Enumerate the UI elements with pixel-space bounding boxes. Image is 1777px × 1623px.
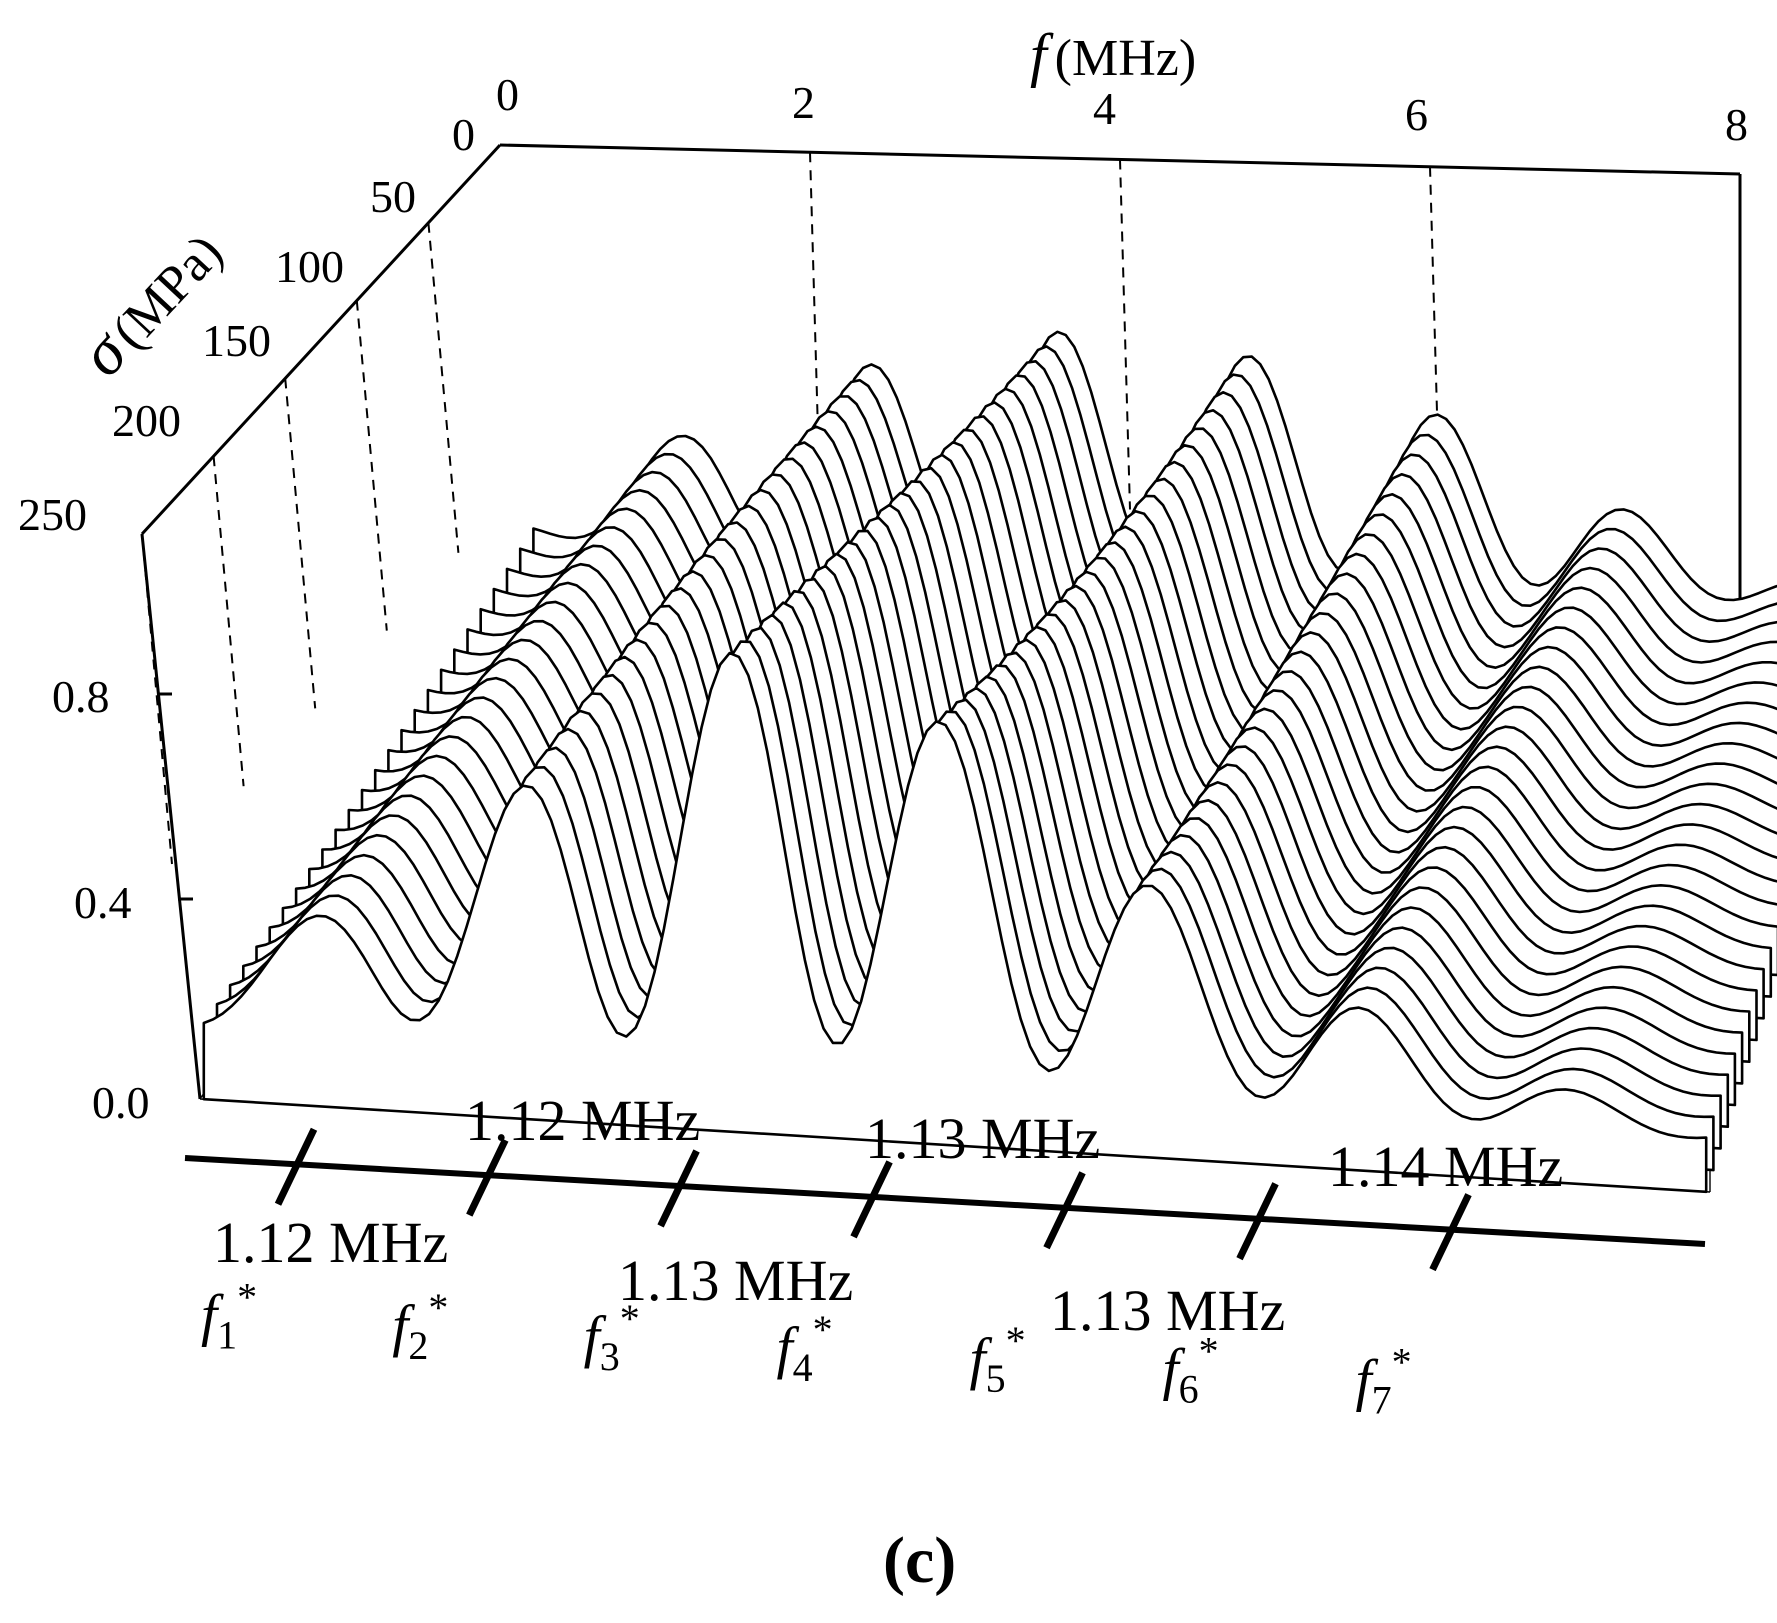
marker-label-2: f2* (392, 1285, 448, 1368)
marker-label-4: f4* (777, 1307, 833, 1390)
depth-tick-200: 200 (112, 395, 181, 446)
marker-tick-4 (850, 1160, 893, 1239)
depth-guide-3 (284, 378, 317, 709)
note-front-1: 1.12 MHz (213, 1210, 448, 1275)
depth-guide-2 (355, 300, 388, 631)
panel-label: (c) (883, 1524, 956, 1597)
marker-superscript: * (620, 1296, 640, 1341)
depth-guide-4 (212, 456, 245, 787)
marker-subscript: 2 (408, 1323, 428, 1368)
x-tick-2: 2 (792, 77, 815, 128)
top-left-edge (140, 143, 502, 536)
marker-subscript: 7 (1372, 1378, 1392, 1423)
x-axis-unit: (MHz) (1055, 30, 1197, 87)
note-back-3: 1.14 MHz (1328, 1134, 1563, 1199)
marker-label-6: f6* (1163, 1329, 1219, 1412)
marker-tick-3 (657, 1149, 700, 1228)
x-tick-8: 8 (1725, 99, 1748, 150)
marker-superscript: * (1006, 1318, 1026, 1363)
marker-label-5: f5* (970, 1318, 1026, 1401)
spectrum-trace (202, 651, 1708, 1194)
marker-tick-2 (466, 1138, 509, 1217)
marker-tick-7 (1429, 1193, 1472, 1272)
depth-guide-5 (141, 533, 173, 865)
marker-subscript: 4 (793, 1345, 813, 1390)
marker-label-3: f3* (584, 1296, 640, 1379)
front-vertical-edge (140, 533, 202, 1100)
depth-tick-250: 250 (18, 489, 87, 540)
x-tick-4: 4 (1093, 83, 1116, 134)
marker-superscript: * (428, 1285, 448, 1330)
spacing-annotations: 1.12 MHz 1.13 MHz 1.14 MHz 1.12 MHz 1.13… (213, 1088, 1563, 1343)
depth-tick-0: 0 (452, 109, 475, 160)
depth-tick-100: 100 (275, 241, 344, 292)
marker-superscript: * (813, 1307, 833, 1352)
note-back-2: 1.13 MHz (865, 1106, 1100, 1171)
frequency-ticks: 0 2 4 6 8 (496, 69, 1748, 150)
z-tick-0.0: 0.0 (92, 1077, 150, 1128)
note-front-3: 1.13 MHz (1050, 1278, 1285, 1343)
marker-subscript: 6 (1179, 1367, 1199, 1412)
marker-subscript: 3 (600, 1334, 620, 1379)
marker-label-1: f1* (201, 1274, 257, 1357)
x-guide-4 (1119, 159, 1131, 510)
x-tick-0: 0 (496, 69, 519, 120)
marker-subscript: 5 (986, 1356, 1006, 1401)
depth-tick-50: 50 (370, 171, 416, 222)
marker-tick-5 (1043, 1171, 1086, 1250)
marker-subscript: 1 (217, 1312, 237, 1357)
x-axis-label: f (MHz) (1030, 22, 1196, 88)
note-front-2: 1.13 MHz (618, 1248, 853, 1313)
marker-superscript: * (1392, 1340, 1412, 1385)
z-tick-0.8: 0.8 (52, 671, 110, 722)
spectrum-traces (202, 330, 1777, 1194)
marker-label-7: f7* (1356, 1340, 1412, 1423)
marker-superscript: * (1199, 1329, 1219, 1374)
marker-tick-6 (1236, 1182, 1279, 1261)
note-back-1: 1.12 MHz (465, 1088, 700, 1153)
marker-tick-1 (274, 1127, 318, 1206)
stress-ticks: 0 50 100 150 200 250 (18, 109, 475, 540)
amplitude-ticks: 0.8 0.4 0.0 (52, 671, 193, 1128)
x-tick-6: 6 (1405, 89, 1428, 140)
z-tick-0.4: 0.4 (74, 877, 132, 928)
marker-superscript: * (237, 1274, 257, 1319)
peak-markers: f1* f2* f3* f4* f5* f6* f7* (201, 1127, 1472, 1423)
depth-guide-1 (427, 222, 460, 553)
depth-tick-150: 150 (202, 315, 271, 366)
x-axis-symbol: f (1030, 22, 1054, 88)
